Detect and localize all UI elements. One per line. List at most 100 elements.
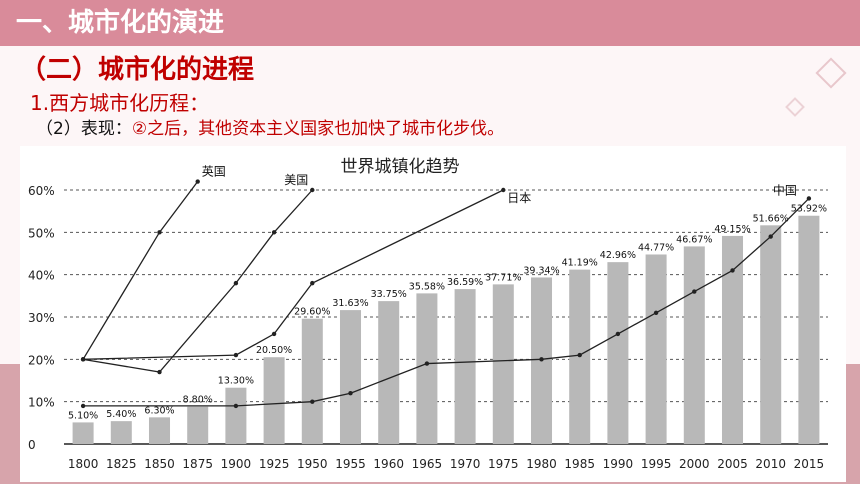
trend-point xyxy=(577,352,582,358)
trend-point xyxy=(271,230,277,235)
detail-prefix: （2）表现： xyxy=(36,119,132,139)
trend-line-label: 英国 xyxy=(202,165,226,179)
bar xyxy=(378,301,400,444)
x-tick-label: 1990 xyxy=(603,457,634,471)
trend-point xyxy=(80,357,86,362)
trend-point xyxy=(615,331,621,337)
bar xyxy=(225,387,247,444)
trend-line-label: 日本 xyxy=(507,191,531,205)
x-tick-label: 1985 xyxy=(564,457,595,471)
trend-point xyxy=(233,280,239,286)
bar-value-label: 44.77% xyxy=(638,242,674,253)
y-tick-label: 60% xyxy=(28,184,55,198)
x-tick-label: 1995 xyxy=(641,457,672,471)
x-tick-label: 1960 xyxy=(373,457,404,471)
bar xyxy=(454,289,476,444)
bar-value-label: 5.40% xyxy=(106,409,136,420)
y-tick-label: 10% xyxy=(28,396,55,410)
trend-point xyxy=(501,187,506,193)
x-tick-label: 2000 xyxy=(679,457,710,471)
chart-canvas: 世界城镇化趋势 0 10% 20% 30% 40% 50% 60% 5.10% 5.40% 6.3… xyxy=(28,157,828,471)
bar xyxy=(721,235,744,444)
bar-value-label: 29.60% xyxy=(294,307,330,318)
bar-value-label: 46.67% xyxy=(676,234,712,245)
x-tick-label: 1975 xyxy=(488,457,519,471)
y-tick-label: 40% xyxy=(28,269,55,283)
bar xyxy=(72,422,94,444)
trend-point xyxy=(80,403,86,409)
y-tick-label: 20% xyxy=(28,353,55,367)
x-tick-label: 1955 xyxy=(335,457,366,471)
bar-value-label: 31.63% xyxy=(332,298,368,309)
bar xyxy=(607,262,629,444)
bar-value-label: 8.80% xyxy=(183,395,213,406)
bar xyxy=(645,254,667,444)
trend-point xyxy=(653,310,659,315)
x-tick-label: 1965 xyxy=(412,457,443,471)
trend-point xyxy=(195,179,200,184)
detail-highlight: ②之后，其他资本主义国家也加快了城市化步伐。 xyxy=(131,119,505,139)
trend-point xyxy=(233,352,239,358)
trend-point xyxy=(310,280,315,286)
trend-point xyxy=(157,369,162,375)
bar-value-label: 41.19% xyxy=(562,258,598,269)
trend-point xyxy=(692,289,697,294)
trend-point xyxy=(271,331,277,337)
x-tick-label: 1925 xyxy=(259,457,290,471)
x-tick-label: 1850 xyxy=(144,457,175,471)
bar xyxy=(798,215,820,444)
section-detail: （2）表现：②之后，其他资本主义国家也加快了城市化步伐。 xyxy=(36,118,504,140)
bar-value-label: 33.75% xyxy=(371,289,407,300)
trend-line-label: 美国 xyxy=(284,173,308,187)
header-bar: 一、城市化的演进 xyxy=(0,0,860,46)
bar xyxy=(760,225,782,444)
bar xyxy=(492,284,514,444)
chart-title: 世界城镇化趋势 xyxy=(341,157,460,177)
trend-point xyxy=(310,399,315,404)
trend-point xyxy=(730,268,735,273)
y-tick-label: 50% xyxy=(28,226,55,240)
page-title: 一、城市化的演进 xyxy=(16,8,225,38)
y-tick-label: 30% xyxy=(28,311,55,325)
trend-point xyxy=(806,196,812,201)
trend-point xyxy=(768,234,773,239)
x-tick-label: 2010 xyxy=(755,457,786,471)
trend-line-label: 中国 xyxy=(773,182,797,197)
urbanization-chart: 世界城镇化趋势 0 10% 20% 30% 40% 50% 60% 5.10% 5.40% 6.3… xyxy=(20,146,846,482)
bar xyxy=(301,318,323,444)
bar-value-label: 5.10% xyxy=(68,410,98,421)
x-tick-label: 1875 xyxy=(182,457,213,471)
x-tick-label: 2015 xyxy=(794,457,825,471)
bar-value-label: 35.58% xyxy=(409,281,445,292)
x-tick-label: 1950 xyxy=(297,457,328,471)
trend-point xyxy=(424,361,430,366)
bar xyxy=(683,246,705,444)
y-tick-label: 0 xyxy=(28,438,36,452)
trend-line-英国 xyxy=(82,181,199,360)
trend-point xyxy=(539,357,544,362)
x-tick-label: 1800 xyxy=(68,457,99,471)
bar-value-label: 20.50% xyxy=(256,345,292,356)
trend-point xyxy=(157,230,162,235)
bar-value-label: 36.59% xyxy=(447,277,483,288)
bar xyxy=(187,406,209,444)
bar xyxy=(416,293,438,444)
x-tick-label: 2005 xyxy=(717,457,748,471)
bar xyxy=(263,357,285,444)
bar-value-label: 37.71% xyxy=(485,272,521,283)
x-tick-label: 1825 xyxy=(106,457,137,471)
bar-value-label: 39.34% xyxy=(523,265,559,276)
trend-point xyxy=(310,187,315,193)
bar xyxy=(148,417,171,444)
bar xyxy=(339,310,362,444)
section-subtitle: （二）城市化的进程 xyxy=(20,55,255,85)
section-point: 1.西方城市化历程： xyxy=(30,91,210,115)
bar-value-label: 42.96% xyxy=(600,250,636,261)
bar-value-label: 51.66% xyxy=(753,213,789,224)
bar-value-label: 6.30% xyxy=(144,405,174,416)
bar-value-label: 53.92% xyxy=(791,204,827,215)
bar-value-label: 13.30% xyxy=(218,376,254,387)
x-tick-label: 1980 xyxy=(526,457,557,471)
x-tick-label: 1900 xyxy=(221,457,252,471)
trend-point xyxy=(233,403,239,409)
